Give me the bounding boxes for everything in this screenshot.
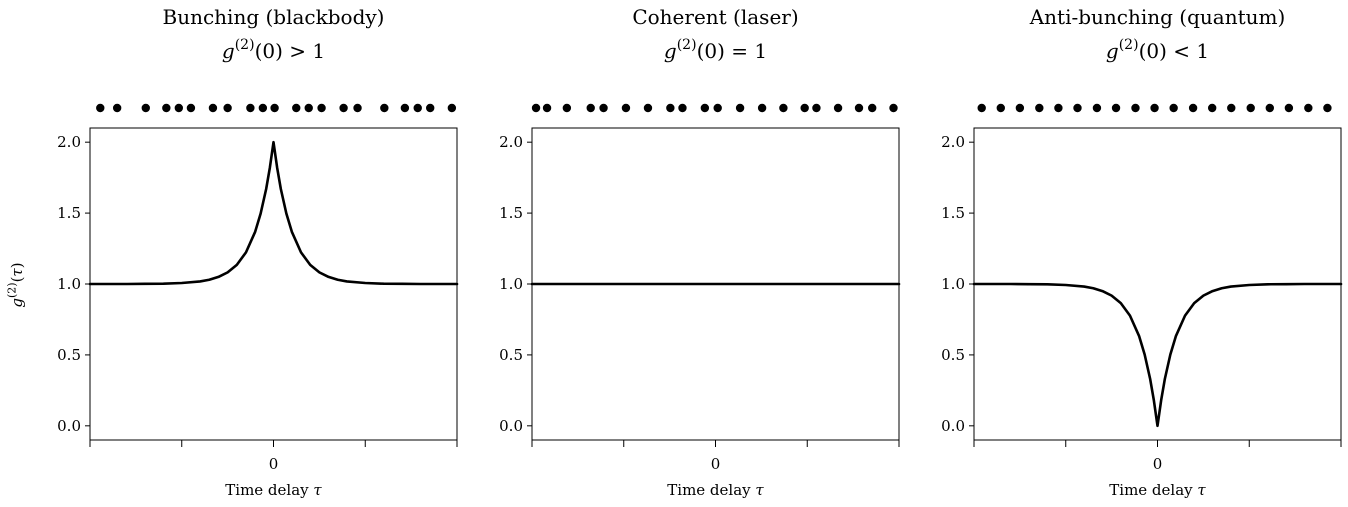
y-axis-label: g(2)(τ)	[5, 262, 26, 307]
photon-dot	[977, 103, 986, 113]
photon-dot	[317, 103, 326, 113]
photon-dot	[1323, 103, 1332, 113]
y-tick-label: 1.0	[57, 275, 81, 293]
photon-dot	[1150, 103, 1159, 113]
panel-subtitle: g(2)(0) = 1	[664, 37, 767, 63]
y-tick-label: 0.5	[941, 346, 965, 364]
y-tick-label: 2.0	[499, 133, 523, 151]
photon-dot	[531, 103, 541, 113]
photon-dot	[542, 103, 552, 113]
photon-dot	[339, 103, 348, 113]
photon-dot	[700, 103, 710, 113]
photon-dot	[996, 103, 1005, 113]
photon-dot	[208, 103, 218, 113]
y-tick-label: 1.0	[941, 275, 965, 293]
photon-dot	[1284, 103, 1294, 113]
panel-subtitle: g(2)(0) < 1	[1106, 37, 1209, 63]
photon-dot	[447, 103, 457, 113]
photon-dot	[1227, 103, 1236, 113]
x-axis-label: Time delay τ	[667, 481, 764, 499]
panel-title: Anti-bunching (quantum)	[1029, 5, 1286, 29]
photon-dot	[223, 103, 232, 113]
photon-dot	[400, 103, 410, 113]
photon-dot	[1246, 103, 1255, 113]
panel-2: Coherent (laser) g(2)(0) = 1 0.0 0.5 1.0 1.5 2…	[499, 5, 901, 499]
panel-1: Bunching (blackbody) g(2)(0) > 1 0.0 0.5 1.0…	[5, 5, 459, 499]
photon-dot	[666, 103, 675, 113]
photon-dot	[1304, 103, 1313, 113]
x-tick-label: 0	[711, 455, 721, 473]
photon-dot	[96, 103, 105, 113]
photon-dot	[800, 103, 809, 113]
panel-title: Bunching (blackbody)	[163, 5, 385, 29]
photon-dot	[854, 103, 864, 113]
photon-dot	[833, 103, 843, 113]
photon-dot	[678, 103, 687, 113]
photon-dot	[426, 103, 435, 113]
photon-dot	[292, 103, 301, 113]
x-axis-label: Time delay τ	[1109, 481, 1206, 499]
y-tick-label: 0.5	[499, 346, 523, 364]
photon-dot	[779, 103, 788, 113]
x-axis-label: Time delay τ	[225, 481, 322, 499]
photon-dot	[112, 103, 122, 113]
photon-dot	[562, 103, 572, 113]
y-tick-label: 2.0	[57, 133, 81, 151]
photon-dot	[246, 103, 255, 113]
y-tick-label: 1.5	[57, 204, 81, 222]
y-tick-label: 1.0	[499, 275, 523, 293]
photon-dot	[889, 103, 898, 113]
photon-dot	[141, 103, 150, 113]
photon-dot	[1265, 103, 1275, 113]
photon-dot	[258, 103, 268, 113]
photon-dot	[1207, 103, 1217, 113]
x-tick-label: 0	[269, 455, 279, 473]
panel-3: Anti-bunching (quantum) g(2)(0) < 1 0.0 0.5…	[941, 5, 1343, 499]
photon-dot	[413, 103, 422, 113]
photon-dot	[621, 103, 631, 113]
photon-dot	[186, 103, 196, 113]
photon-dot	[353, 103, 362, 113]
photon-dot	[735, 103, 745, 113]
photon-dot	[1073, 103, 1082, 113]
photon-dot	[1131, 103, 1140, 113]
photon-dot	[1035, 103, 1044, 113]
photon-dot	[812, 103, 821, 113]
photon-dot	[643, 103, 653, 113]
photon-dot	[1092, 103, 1102, 113]
photon-dot	[1054, 103, 1063, 113]
photon-dot	[586, 103, 595, 113]
photon-dot	[868, 103, 877, 113]
y-tick-label: 1.5	[499, 204, 523, 222]
y-tick-label: 0.0	[941, 417, 965, 435]
photon-dot	[1111, 103, 1121, 113]
photon-dot	[174, 103, 184, 113]
y-tick-label: 0.0	[499, 417, 523, 435]
series-line	[88, 140, 459, 286]
photon-dot	[162, 103, 171, 113]
photon-dot	[270, 103, 279, 113]
y-tick-label: 2.0	[941, 133, 965, 151]
y-tick-label: 0.0	[57, 417, 81, 435]
photon-dot	[757, 103, 767, 113]
x-tick-label: 0	[1153, 455, 1163, 473]
photon-dot	[304, 103, 313, 113]
photon-dot	[1015, 103, 1025, 113]
photon-dot	[1169, 103, 1178, 113]
photon-dot	[599, 103, 608, 113]
panel-subtitle: g(2)(0) > 1	[222, 37, 325, 63]
photon-dot	[1188, 103, 1198, 113]
photon-dot	[713, 103, 722, 113]
y-tick-label: 1.5	[941, 204, 965, 222]
y-tick-label: 0.5	[57, 346, 81, 364]
panel-title: Coherent (laser)	[632, 5, 798, 29]
series-line	[972, 282, 1343, 428]
photon-dot	[380, 103, 389, 113]
